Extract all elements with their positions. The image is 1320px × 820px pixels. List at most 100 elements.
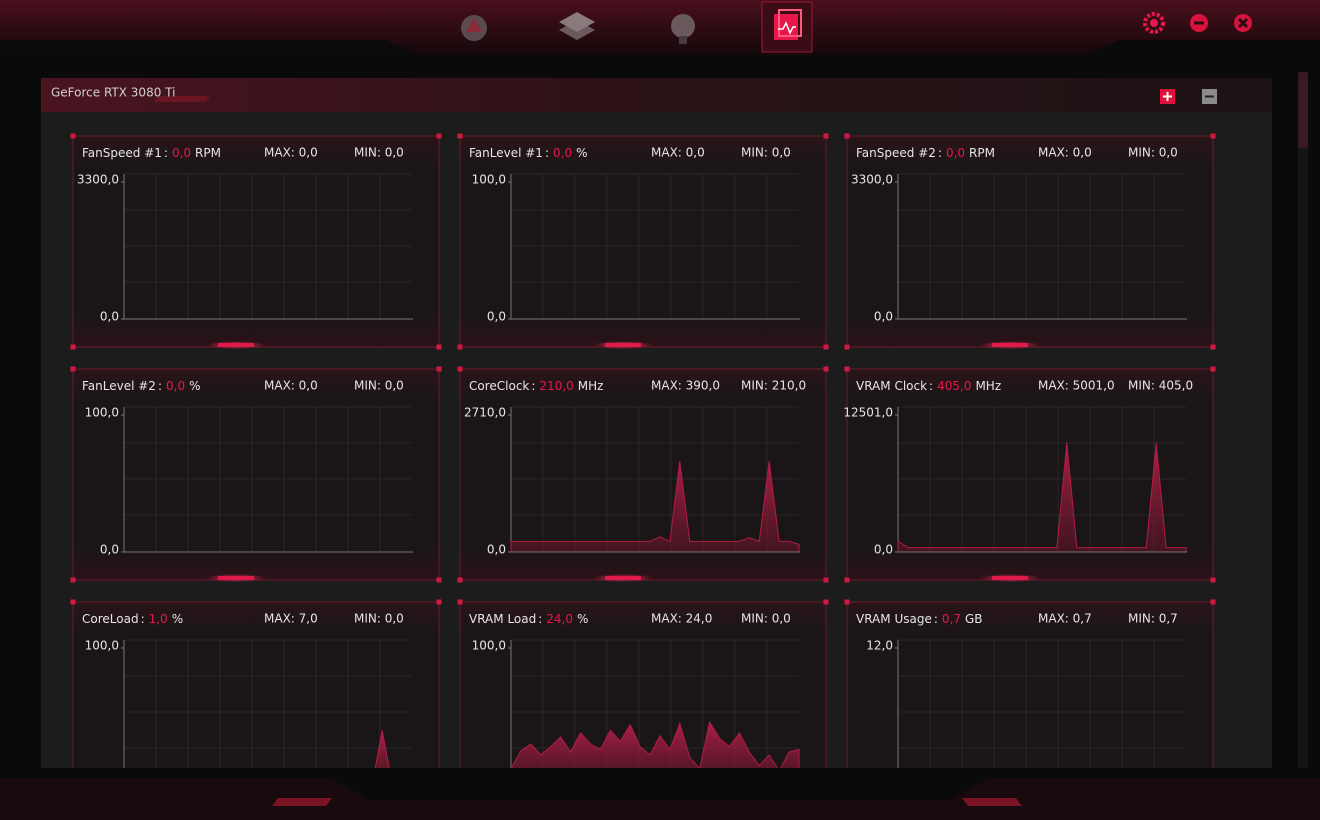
nav-icon[interactable] xyxy=(461,15,487,41)
metric-name: CoreClock xyxy=(469,379,529,393)
corner-marker xyxy=(1210,577,1216,583)
unit: RPM xyxy=(195,146,221,160)
y-tick-label: 0,0 xyxy=(874,310,893,324)
collapse-button[interactable] xyxy=(1202,89,1217,104)
corner-marker xyxy=(436,366,442,372)
card-title: CoreLoad:1,0% xyxy=(82,612,183,626)
nav-icon[interactable] xyxy=(559,12,595,40)
scrollbar-thumb[interactable] xyxy=(1298,72,1308,148)
corner-marker xyxy=(436,599,442,605)
y-tick-label: 0,0 xyxy=(100,310,119,324)
y-tick-label: 0,0 xyxy=(487,310,506,324)
bottom-decoration xyxy=(272,798,332,806)
y-tick-label: 100,0 xyxy=(472,173,506,187)
max-value: MAX: 0,0 xyxy=(264,379,318,393)
max-value: MAX: 390,0 xyxy=(651,379,720,393)
card-title: CoreClock:210,0 MHz xyxy=(469,379,603,393)
metric-name: FanLevel #2 xyxy=(82,379,156,393)
separator: : xyxy=(929,379,933,393)
close-button[interactable] xyxy=(1234,14,1252,32)
y-tick-label: 3300,0 xyxy=(77,173,119,187)
card-glow-bar xyxy=(218,576,254,580)
unit: % xyxy=(576,146,587,160)
separator: : xyxy=(545,146,549,160)
card-title: VRAM Usage:0,7 GB xyxy=(856,612,983,626)
unit: GB xyxy=(965,612,983,626)
separator: : xyxy=(164,146,168,160)
y-tick-label: 3300,0 xyxy=(851,173,893,187)
y-tick-label: 0,0 xyxy=(487,543,506,557)
current-value: 0,0 xyxy=(166,379,185,393)
history-area xyxy=(510,720,800,768)
corner-marker xyxy=(436,133,442,139)
corner-marker xyxy=(1210,133,1216,139)
card-frame xyxy=(459,135,827,348)
top-bar xyxy=(0,0,1320,55)
corner-marker xyxy=(844,577,850,583)
min-value: MIN: 0,0 xyxy=(354,146,404,160)
card-frame xyxy=(72,601,440,768)
y-tick-label: 100,0 xyxy=(472,639,506,653)
separator: : xyxy=(934,612,938,626)
corner-marker xyxy=(823,133,829,139)
nav-icon[interactable] xyxy=(671,14,695,44)
corner-marker xyxy=(457,599,463,605)
card-glow-bar xyxy=(992,576,1028,580)
bottom-bar xyxy=(0,778,1320,820)
card-glow-bar xyxy=(605,576,641,580)
corner-marker xyxy=(70,366,76,372)
y-tick-label: 0,0 xyxy=(487,776,506,790)
card-frame xyxy=(72,368,440,581)
panel-header xyxy=(41,78,1272,112)
nav-icon-active[interactable] xyxy=(761,1,813,53)
min-value: MIN: 0,0 xyxy=(741,146,791,160)
y-tick-label: 0,0 xyxy=(874,543,893,557)
card-title: FanLevel #1:0,0% xyxy=(469,146,588,160)
header-decoration xyxy=(154,96,210,102)
unit: % xyxy=(189,379,200,393)
metric-name: VRAM Usage xyxy=(856,612,932,626)
max-value: MAX: 7,0 xyxy=(264,612,318,626)
card-grid: FanSpeed #1:0,0 RPM MAX: 0,0 MIN: 0,00,0330… xyxy=(70,133,1216,790)
corner-marker xyxy=(844,366,850,372)
separator: : xyxy=(538,612,542,626)
card-title: VRAM Clock:405,0 MHz xyxy=(856,379,1001,393)
corner-marker xyxy=(436,344,442,350)
current-value: 405,0 xyxy=(937,379,971,393)
settings-button[interactable] xyxy=(1143,12,1165,34)
corner-marker xyxy=(457,344,463,350)
card-frame xyxy=(459,601,827,768)
card-title: FanSpeed #1:0,0 RPM xyxy=(82,146,221,160)
top-bar-edge xyxy=(0,40,420,55)
corner-marker xyxy=(457,577,463,583)
panel-title: GeForce RTX 3080 Ti xyxy=(51,86,175,100)
unit: % xyxy=(577,612,588,626)
corner-marker xyxy=(457,366,463,372)
current-value: 1,0 xyxy=(149,612,168,626)
monitor-card: VRAM Usage:0,7 GB MAX: 0,7 MIN: 0,7 0,0 12,0 xyxy=(844,599,1216,768)
expand-button[interactable] xyxy=(1160,89,1175,104)
y-tick-label: 12,0 xyxy=(866,639,893,653)
current-value: 0,0 xyxy=(172,146,191,160)
history-area xyxy=(374,730,390,768)
metric-name: FanLevel #1 xyxy=(469,146,543,160)
metric-name: VRAM Clock xyxy=(856,379,927,393)
corner-marker xyxy=(1210,599,1216,605)
scrollbar-track xyxy=(1298,72,1308,768)
separator: : xyxy=(531,379,535,393)
max-value: MAX: 0,0 xyxy=(651,146,705,160)
y-tick-label: 0,0 xyxy=(100,543,119,557)
unit: MHz xyxy=(578,379,604,393)
unit: % xyxy=(172,612,183,626)
minimize-button[interactable] xyxy=(1190,14,1208,32)
corner-marker xyxy=(844,344,850,350)
corner-marker xyxy=(436,577,442,583)
card-glow-bar xyxy=(992,343,1028,347)
metric-name: VRAM Load xyxy=(469,612,536,626)
min-value: MIN: 0,0 xyxy=(354,379,404,393)
min-value: MIN: 0,7 xyxy=(1128,612,1178,626)
